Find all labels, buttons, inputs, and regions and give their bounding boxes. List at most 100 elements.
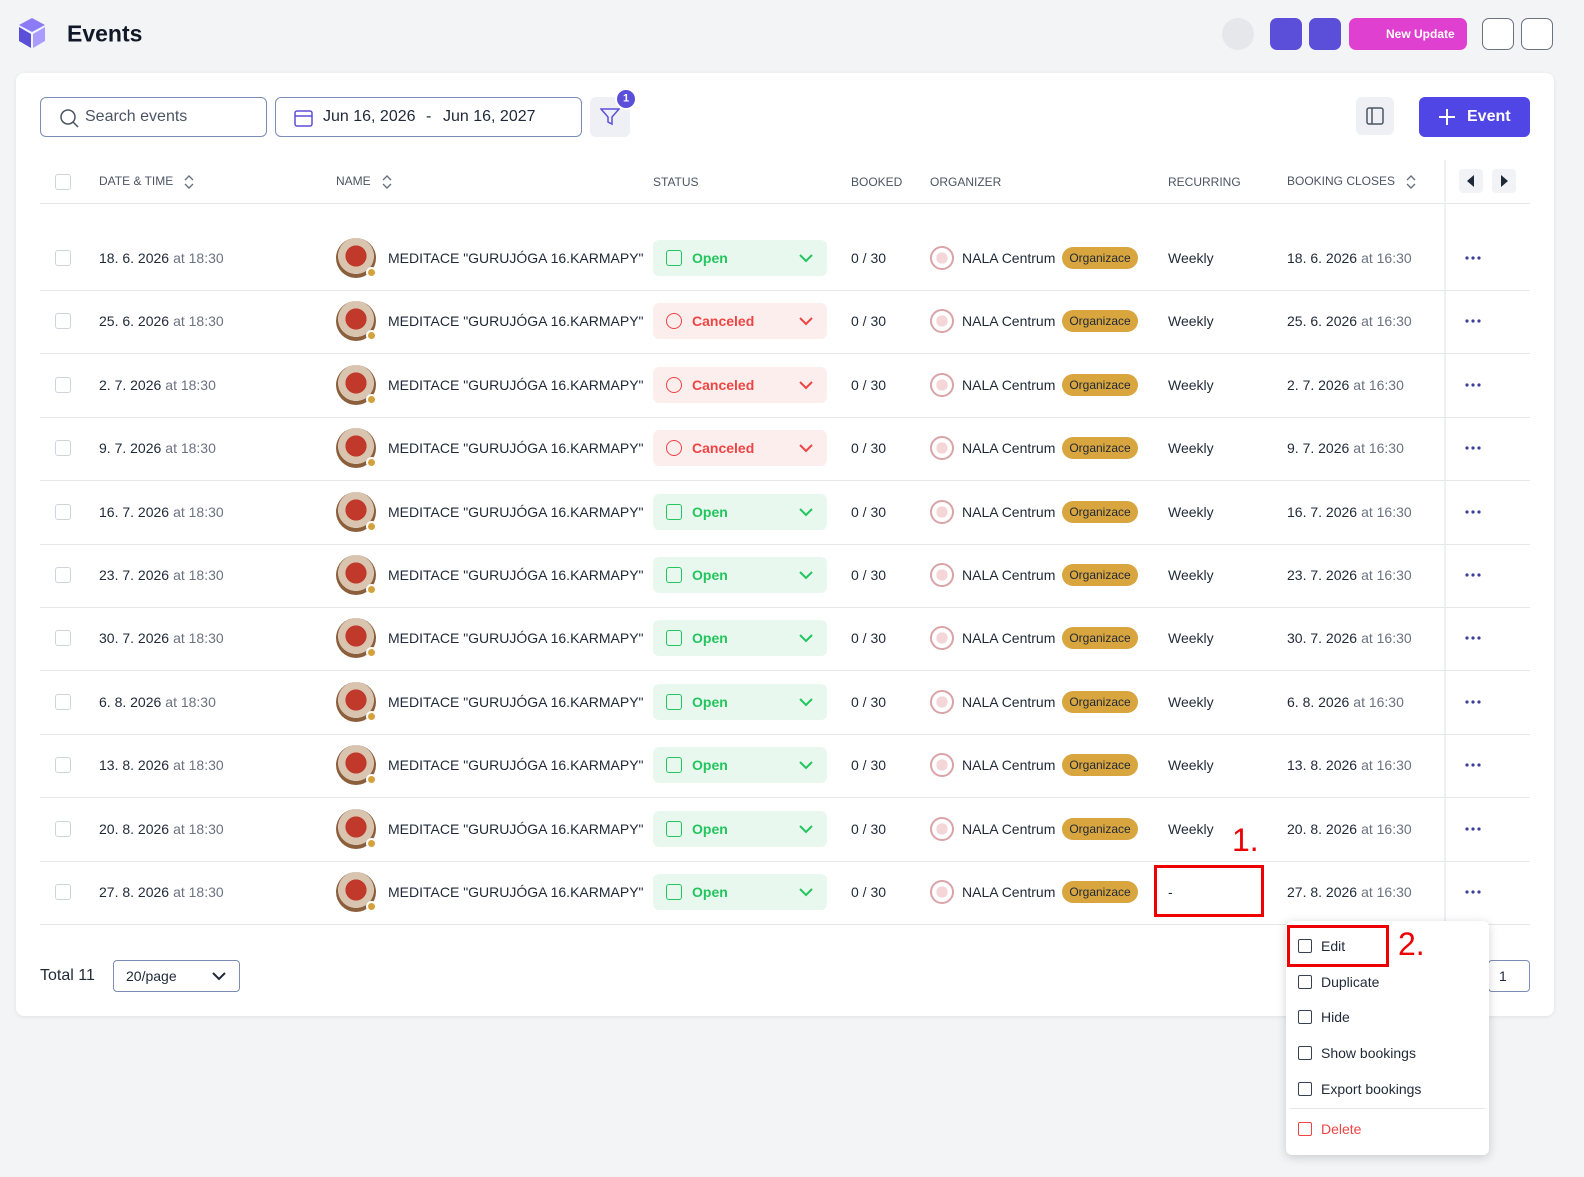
column-header[interactable]: NAME <box>336 174 393 190</box>
event-name[interactable]: MEDITACE "GURUJÓGA 16.KARMAPY" <box>388 884 644 900</box>
row-checkbox[interactable] <box>55 567 71 583</box>
status-icon <box>666 693 682 710</box>
row-actions[interactable] <box>1462 502 1484 522</box>
search-input[interactable]: Search events <box>40 97 267 137</box>
event-name[interactable]: MEDITACE "GURUJÓGA 16.KARMAPY" <box>388 757 644 774</box>
settings-button[interactable] <box>1521 18 1553 50</box>
menu-item[interactable]: Export bookings <box>1321 1081 1422 1097</box>
organizer-logo <box>930 309 954 334</box>
status-select[interactable]: Open <box>653 683 827 720</box>
row-divider <box>40 924 1530 925</box>
video-button[interactable] <box>1309 18 1341 50</box>
columns-button[interactable] <box>1356 97 1394 135</box>
status-select[interactable]: Canceled <box>653 303 827 340</box>
event-name[interactable]: MEDITACE "GURUJÓGA 16.KARMAPY" <box>388 630 644 647</box>
status-select[interactable]: Open <box>653 874 827 910</box>
row-divider <box>40 607 1530 608</box>
row-actions[interactable] <box>1462 565 1484 585</box>
status-chevron <box>799 824 813 834</box>
row-checkbox[interactable] <box>55 820 71 837</box>
event-name[interactable]: MEDITACE "GURUJÓGA 16.KARMAPY" <box>388 503 644 520</box>
scroll-right[interactable] <box>1492 169 1516 193</box>
row-checkbox[interactable] <box>55 376 71 393</box>
event-name[interactable]: MEDITACE "GURUJÓGA 16.KARMAPY" <box>388 440 644 457</box>
row-checkbox[interactable] <box>55 440 71 457</box>
organizer-badge: Organizace <box>1062 247 1138 269</box>
row-actions[interactable] <box>1462 882 1484 902</box>
status-select[interactable]: Canceled <box>653 366 827 403</box>
booking-closes: 23. 7. 2026 at 16:30 <box>1287 568 1412 582</box>
row-checkbox[interactable] <box>55 503 71 520</box>
row-checkbox[interactable] <box>55 757 71 774</box>
status-label: Open <box>692 503 728 520</box>
row-checkbox[interactable] <box>55 693 71 710</box>
search-placeholder: Search events <box>85 108 188 125</box>
status-select[interactable]: Open <box>653 493 827 530</box>
status-icon <box>666 884 682 900</box>
row-actions[interactable] <box>1462 819 1484 839</box>
new-update-button[interactable]: New Update <box>1349 18 1467 50</box>
menu-item[interactable]: Hide <box>1321 1009 1350 1025</box>
page-size-select[interactable]: 20/page <box>113 960 240 992</box>
scroll-left[interactable] <box>1459 169 1483 193</box>
event-name[interactable]: MEDITACE "GURUJÓGA 16.KARMAPY" <box>388 376 644 393</box>
menu-item[interactable]: Edit <box>1321 938 1346 954</box>
date: 20. 8. 2026 <box>99 820 170 837</box>
badge-label: Organizace <box>1069 377 1131 392</box>
row-checkbox[interactable] <box>55 884 71 900</box>
status-label: Open <box>692 693 728 710</box>
status-select[interactable]: Canceled <box>653 430 827 467</box>
event-name[interactable]: MEDITACE "GURUJÓGA 16.KARMAPY" <box>388 250 644 266</box>
event-name[interactable]: MEDITACE "GURUJÓGA 16.KARMAPY" <box>388 567 644 583</box>
organizer-name: NALA Centrum <box>962 630 1056 647</box>
row-actions[interactable] <box>1462 755 1484 775</box>
status-select[interactable]: Open <box>653 747 827 784</box>
status-select[interactable]: Open <box>653 557 827 593</box>
status-icon <box>666 567 682 583</box>
row-checkbox[interactable] <box>55 313 71 330</box>
row-checkbox[interactable] <box>55 630 71 647</box>
status-select[interactable]: Open <box>653 620 827 657</box>
chat-button[interactable] <box>1482 18 1514 50</box>
select-all-checkbox[interactable] <box>55 174 71 190</box>
date-range[interactable]: Jun 16, 2026 - Jun 16, 2027 <box>275 97 582 137</box>
row-actions[interactable] <box>1462 375 1484 395</box>
page-title: Events <box>67 20 143 47</box>
row-actions[interactable] <box>1462 311 1484 331</box>
event-name[interactable]: MEDITACE "GURUJÓGA 16.KARMAPY" <box>388 313 644 330</box>
recurring: Weekly <box>1168 376 1214 393</box>
recurring: Weekly <box>1168 820 1214 837</box>
status-chevron <box>799 571 813 580</box>
recurring: Weekly <box>1168 757 1214 774</box>
status-select[interactable]: Open <box>653 810 827 847</box>
recurring: Weekly <box>1168 693 1214 710</box>
add-event-button[interactable]: Event <box>1419 97 1530 137</box>
organizer-badge: Organizace <box>1062 817 1138 840</box>
booking-closes: 16. 7. 2026 at 16:30 <box>1287 505 1412 519</box>
row-actions[interactable] <box>1462 248 1484 268</box>
event-name[interactable]: MEDITACE "GURUJÓGA 16.KARMAPY" <box>388 693 644 710</box>
menu-item[interactable]: Show bookings <box>1321 1045 1416 1061</box>
closes-date: 23. 7. 2026 <box>1287 567 1358 583</box>
page-button[interactable]: 1 <box>1488 960 1530 992</box>
column-header[interactable]: BOOKING CLOSES <box>1287 174 1417 190</box>
docs-button[interactable] <box>1270 18 1302 50</box>
date: 2. 7. 2026 <box>99 376 162 393</box>
organizer-logo <box>930 816 954 841</box>
row-actions[interactable] <box>1462 438 1484 458</box>
column-header[interactable]: DATE & TIME <box>99 174 195 190</box>
event-name[interactable]: MEDITACE "GURUJÓGA 16.KARMAPY" <box>388 820 644 837</box>
theme-toggle[interactable] <box>1222 18 1254 50</box>
row-checkbox[interactable] <box>55 250 71 266</box>
menu-item[interactable]: Duplicate <box>1321 974 1380 990</box>
closes-time: at 16:30 <box>1361 820 1412 837</box>
closes-date: 18. 6. 2026 <box>1287 250 1358 266</box>
closes-time: at 16:30 <box>1361 313 1412 330</box>
row-actions[interactable] <box>1462 692 1484 712</box>
row-actions[interactable] <box>1462 628 1484 648</box>
menu-item[interactable]: Delete <box>1321 1121 1362 1137</box>
row-divider <box>40 860 1530 862</box>
closes-time: at 16:30 <box>1361 503 1412 520</box>
status-icon <box>666 630 682 647</box>
status-select[interactable]: Open <box>653 240 827 276</box>
